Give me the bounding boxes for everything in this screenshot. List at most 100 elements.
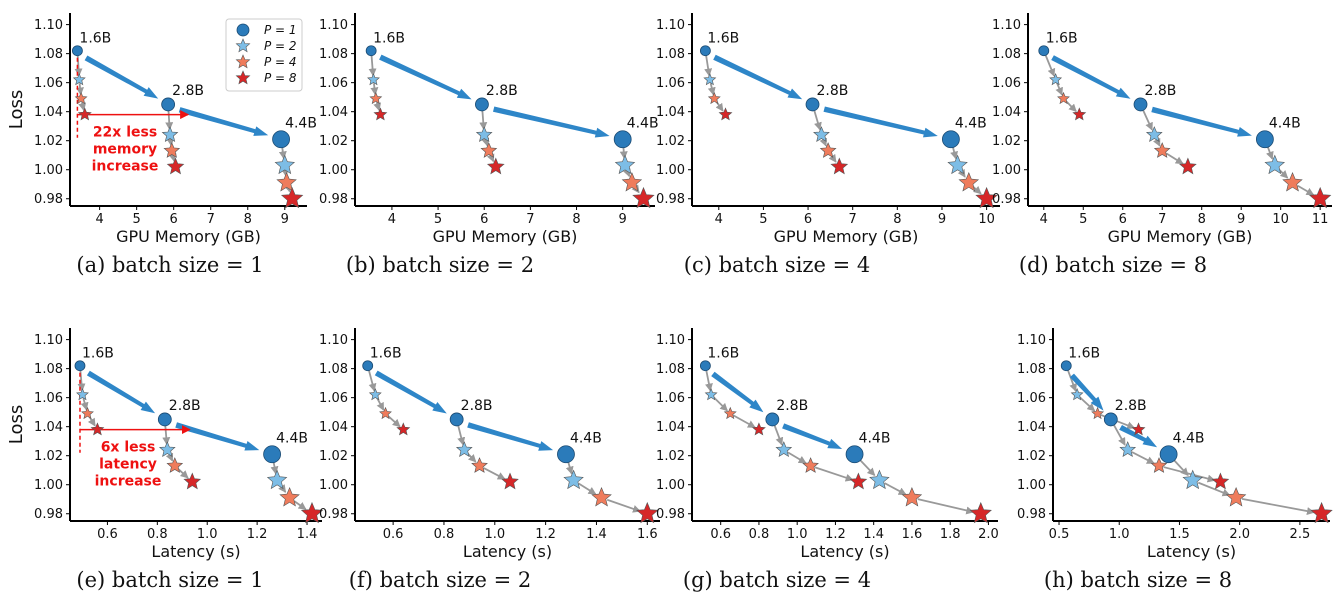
point-2.8B-p1 (805, 97, 820, 112)
y-axis-label: Loss (6, 90, 27, 129)
x-tick-label: 0.8 (147, 527, 168, 542)
x-tick-label: 6 (1119, 212, 1127, 227)
point-2.8B-p8 (849, 472, 868, 490)
point-2.8B-p2 (475, 126, 493, 143)
model-size-label: 2.8B (486, 83, 518, 99)
scaling-arrow (387, 415, 401, 428)
point-2.8B-p2 (1145, 126, 1163, 143)
y-tick-label: 1.02 (34, 449, 63, 464)
point-1.6B-p8 (373, 107, 388, 121)
x-tick-label: 5 (434, 212, 442, 227)
y-tick-label: 0.98 (1017, 507, 1046, 522)
scaling-arrow (1065, 100, 1077, 113)
point-2.8B-p2 (775, 441, 793, 458)
y-tick-label: 1.02 (656, 134, 685, 149)
x-axis-label: GPU Memory (GB) (433, 227, 578, 246)
y-tick-label: 1.08 (656, 47, 685, 62)
subplot-caption: (e) batch size = 1 (76, 568, 263, 592)
legend-marker-p8 (235, 70, 251, 85)
scaling-arrow (373, 101, 382, 112)
point-1.6B-p8 (752, 422, 766, 436)
y-tick-label: 1.02 (319, 449, 348, 464)
point-2.8B-p8 (486, 157, 505, 175)
legend-label: P = 8 (264, 71, 297, 85)
y-tick-label: 1.06 (656, 76, 685, 91)
point-4.4B-p8 (632, 186, 655, 209)
model-size-label: 4.4B (570, 431, 602, 447)
point-4.4B-p1 (557, 445, 575, 464)
x-tick-label: 0.5 (1049, 527, 1070, 542)
x-tick-label: 8 (1198, 212, 1206, 227)
scaling-arrow (78, 101, 87, 112)
x-tick-label: 1.4 (863, 527, 884, 542)
scaling-arrow (483, 467, 506, 480)
y-tick-label: 1.00 (319, 163, 348, 178)
point-2.8B-p2 (161, 126, 179, 143)
point-4.4B-p2 (563, 469, 584, 490)
point-1.6B-p2 (703, 73, 717, 86)
subplot-caption: (d) batch size = 8 (1019, 253, 1207, 277)
y-tick-label: 1.08 (992, 47, 1021, 62)
x-tick-label: 1.4 (586, 527, 607, 542)
scaling-arrow (1278, 168, 1289, 179)
x-tick-label: 6 (170, 212, 178, 227)
point-1.6B-p2 (368, 388, 382, 401)
x-tick-label: 4 (388, 212, 396, 227)
scaling-arrow (165, 110, 174, 131)
x-tick-label: 10 (1272, 212, 1289, 227)
subplot-caption: (h) batch size = 8 (1044, 568, 1232, 592)
scaling-arrow (1142, 109, 1153, 131)
scaling-arrow (972, 185, 982, 195)
y-tick-label: 1.06 (992, 76, 1021, 91)
x-tick-label: 7 (207, 212, 215, 227)
point-1.6B-p2 (76, 388, 89, 401)
point-1.6B-p4 (81, 406, 94, 420)
model-size-label: 4.4B (859, 431, 891, 447)
scaling-arrow (481, 137, 490, 147)
model-size-label: 4.4B (1269, 116, 1301, 132)
subplot-caption: (a) batch size = 1 (76, 253, 263, 277)
x-tick-label: 1.5 (1169, 527, 1190, 542)
y-tick-label: 0.98 (992, 192, 1021, 207)
subplot-c: 0.98 1.00 1.02 1.04 1.06 1.08 1.10 4 5 6 7 8 9 10 GPU … (656, 13, 1000, 277)
model-size-arrow (86, 370, 156, 414)
point-1.6B-p2 (367, 73, 380, 86)
model-size-arrow (1119, 425, 1158, 448)
point-1.6B-p2 (72, 73, 86, 86)
y-tick-label: 1.00 (992, 163, 1021, 178)
scaling-arrow (76, 83, 84, 96)
point-2.8B-p2 (813, 126, 830, 143)
point-2.8B-p8 (166, 157, 185, 175)
y-tick-label: 0.98 (34, 507, 63, 522)
point-1.6B-p1 (74, 360, 86, 372)
point-2.8B-p2 (1119, 441, 1137, 458)
legend-label: P = 4 (264, 55, 297, 69)
x-tick-label: 0.8 (749, 527, 770, 542)
scaling-arrow (1079, 396, 1096, 412)
model-size-label: 1.6B (79, 31, 111, 47)
subplot-g: 0.98 1.00 1.02 1.04 1.06 1.08 1.10 0.6 0.8 1.0 1.2… (656, 328, 999, 592)
scaling-arrow (606, 498, 641, 513)
y-tick-label: 1.00 (656, 163, 685, 178)
y-tick-label: 1.08 (34, 362, 63, 377)
x-tick-label: 5 (133, 212, 141, 227)
y-tick-label: 1.10 (319, 333, 348, 348)
point-2.8B-p2 (455, 441, 473, 458)
subplot-caption: (g) batch size = 4 (683, 568, 871, 592)
point-2.8B-p1 (1103, 412, 1118, 427)
y-tick-label: 1.08 (319, 47, 348, 62)
scaling-arrow (479, 110, 488, 131)
scaling-arrow (1173, 459, 1189, 476)
point-4.4B-p1 (1159, 445, 1178, 464)
scaling-arrow (950, 147, 958, 160)
x-axis-label: GPU Memory (GB) (774, 227, 919, 246)
model-size-arrow (178, 107, 269, 136)
point-4.4B-p1 (1255, 130, 1274, 149)
x-tick-label: 1.8 (940, 527, 961, 542)
model-size-label: 2.8B (461, 398, 493, 414)
x-axis-label: Latency (s) (463, 542, 552, 561)
x-tick-label: 11 (1312, 212, 1329, 227)
scaling-arrow (773, 425, 784, 446)
model-size-arrow (175, 422, 260, 451)
point-4.4B-p2 (266, 469, 288, 490)
